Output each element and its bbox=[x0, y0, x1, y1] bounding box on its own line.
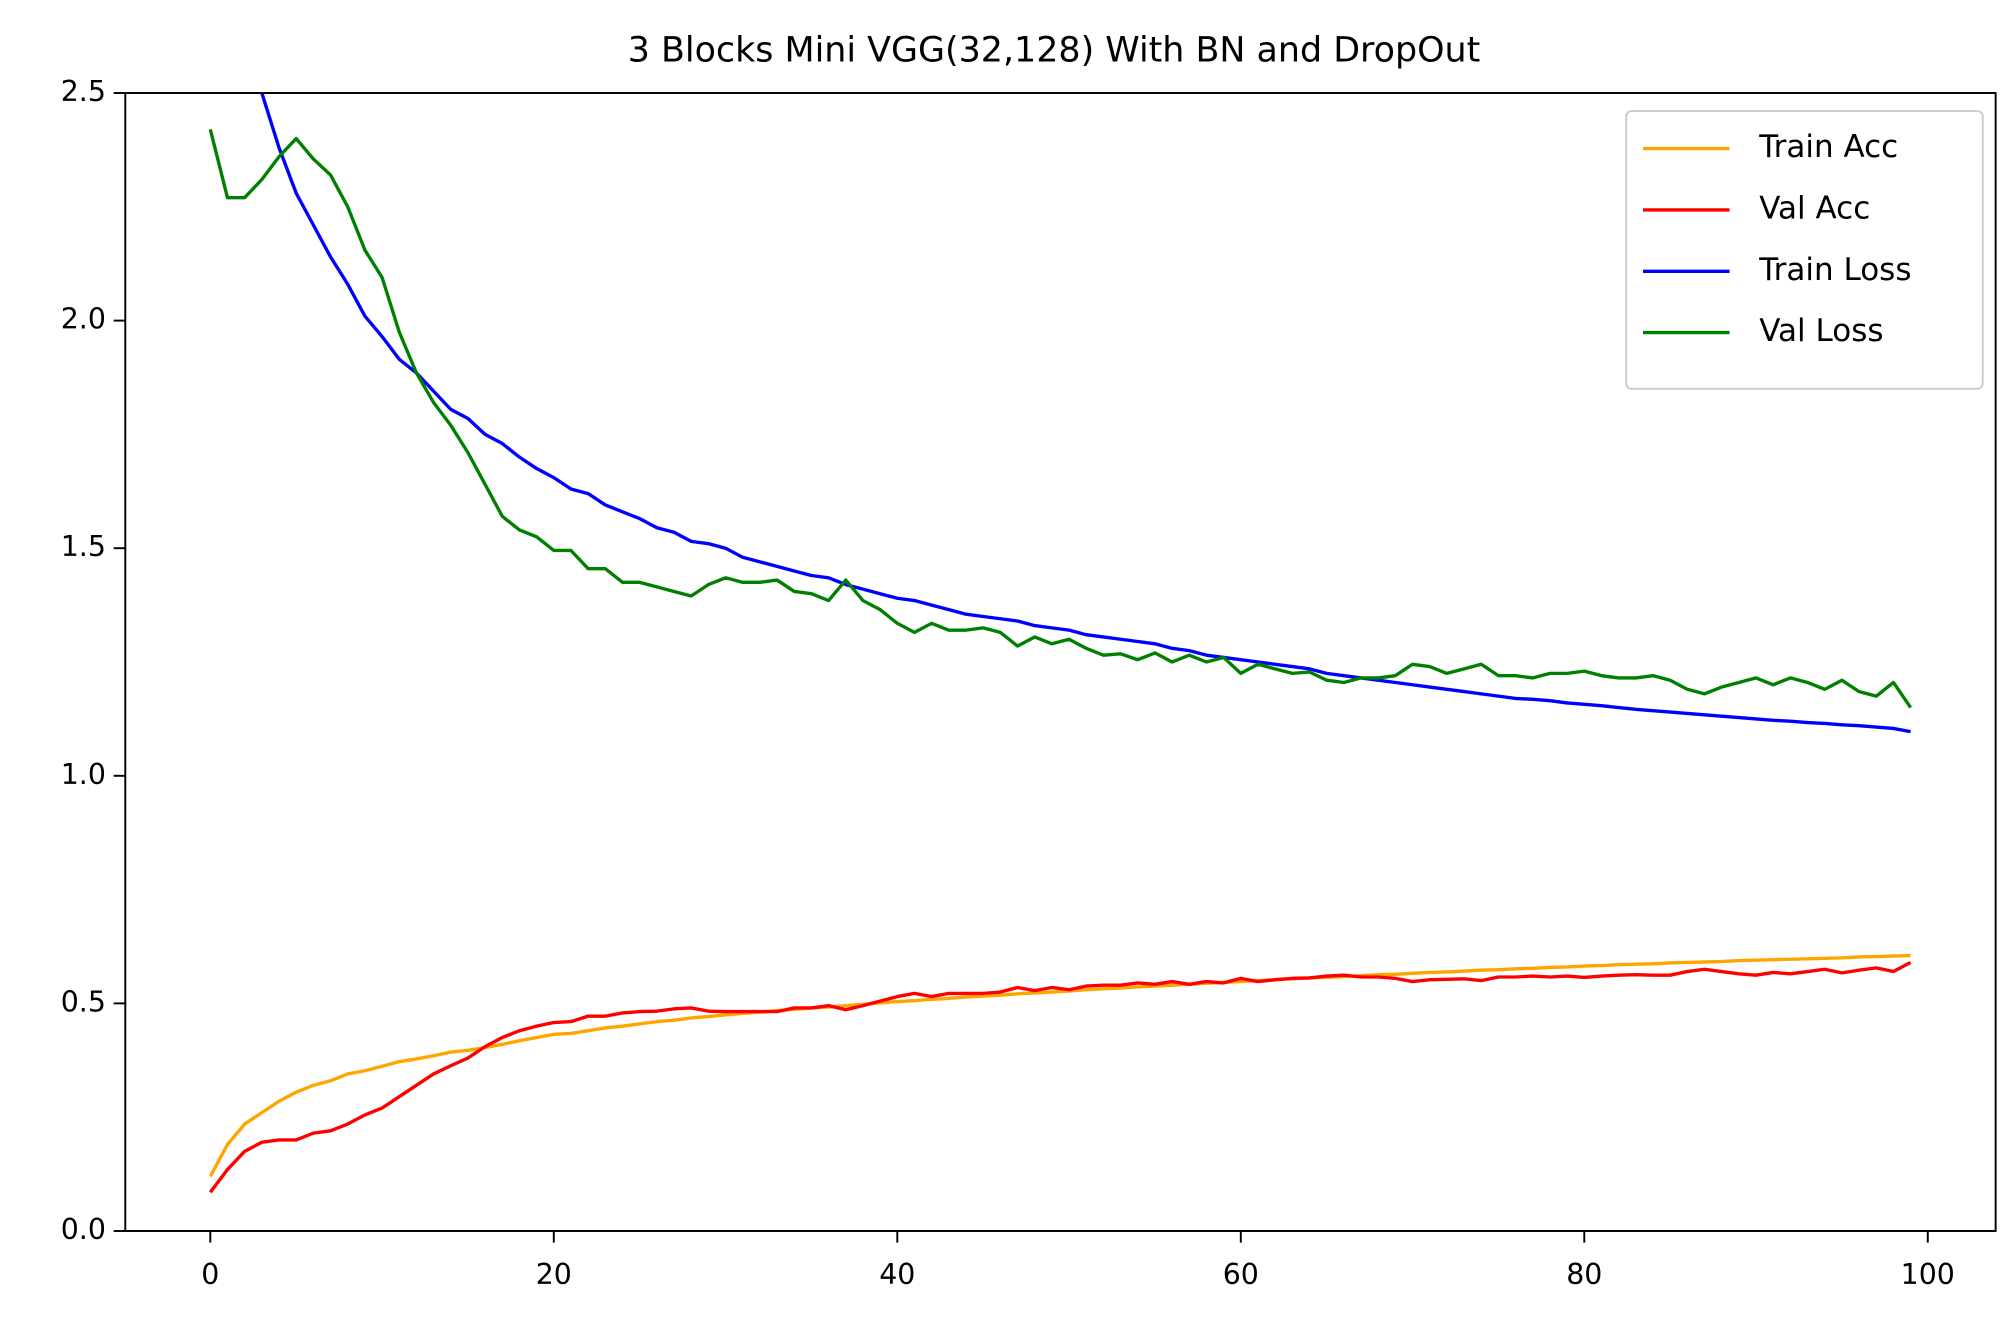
y-tick-label: 2.5 bbox=[61, 75, 106, 108]
chart-title: 3 Blocks Mini VGG(32,128) With BN and Dr… bbox=[628, 31, 1481, 71]
x-tick-label: 80 bbox=[1566, 1258, 1602, 1291]
legend-box bbox=[1625, 110, 1984, 390]
legend-label: Val Loss bbox=[1759, 313, 1883, 349]
y-tick-label: 0.0 bbox=[61, 1213, 106, 1246]
series-line bbox=[208, 129, 1912, 709]
y-tick-label: 1.5 bbox=[61, 530, 106, 563]
x-tick-label: 40 bbox=[879, 1258, 915, 1291]
plot-frame bbox=[124, 92, 1997, 1232]
legend-label: Train Acc bbox=[1758, 129, 1898, 165]
series-line bbox=[260, 93, 1911, 734]
legend-label: Val Acc bbox=[1759, 190, 1870, 226]
y-tick-label: 2.0 bbox=[61, 303, 106, 336]
y-tick-label: 1.0 bbox=[61, 758, 106, 791]
series-line bbox=[208, 960, 1912, 1194]
y-tick-label: 0.5 bbox=[61, 985, 106, 1018]
x-tick-label: 60 bbox=[1223, 1258, 1259, 1291]
legend-label: Train Loss bbox=[1758, 252, 1911, 288]
x-tick-label: 0 bbox=[201, 1258, 219, 1291]
series-line bbox=[208, 953, 1911, 1178]
x-tick-label: 100 bbox=[1901, 1258, 1955, 1291]
x-tick-label: 20 bbox=[536, 1258, 572, 1291]
